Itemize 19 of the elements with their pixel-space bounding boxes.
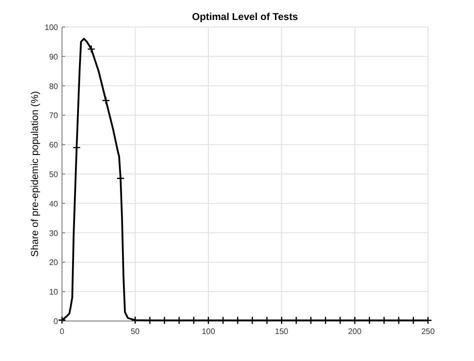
x-tick-label: 250	[421, 327, 436, 336]
y-axis-title: Share of pre-epidemic population (%)	[30, 91, 41, 257]
y-tick-label: 60	[49, 140, 59, 150]
x-tick-label: 0	[60, 327, 65, 336]
y-tick-label: 90	[49, 52, 59, 62]
y-tick-label: 0	[54, 317, 59, 326]
chart-title: Optimal Level of Tests	[192, 12, 298, 23]
y-tick-label: 40	[49, 199, 59, 208]
y-tick-label: 30	[49, 228, 59, 238]
y-tick-label: 50	[49, 170, 59, 179]
y-tick-label: 80	[49, 82, 59, 91]
y-tick-label: 100	[44, 23, 59, 32]
x-tick-label: 100	[202, 327, 216, 336]
x-tick-label: 150	[274, 327, 289, 336]
y-tick-label: 70	[49, 111, 59, 120]
y-tick-label: 10	[49, 288, 59, 297]
x-tick-label: 50	[130, 327, 140, 336]
y-tick-label: 20	[49, 258, 59, 268]
x-tick-label: 200	[348, 327, 362, 336]
